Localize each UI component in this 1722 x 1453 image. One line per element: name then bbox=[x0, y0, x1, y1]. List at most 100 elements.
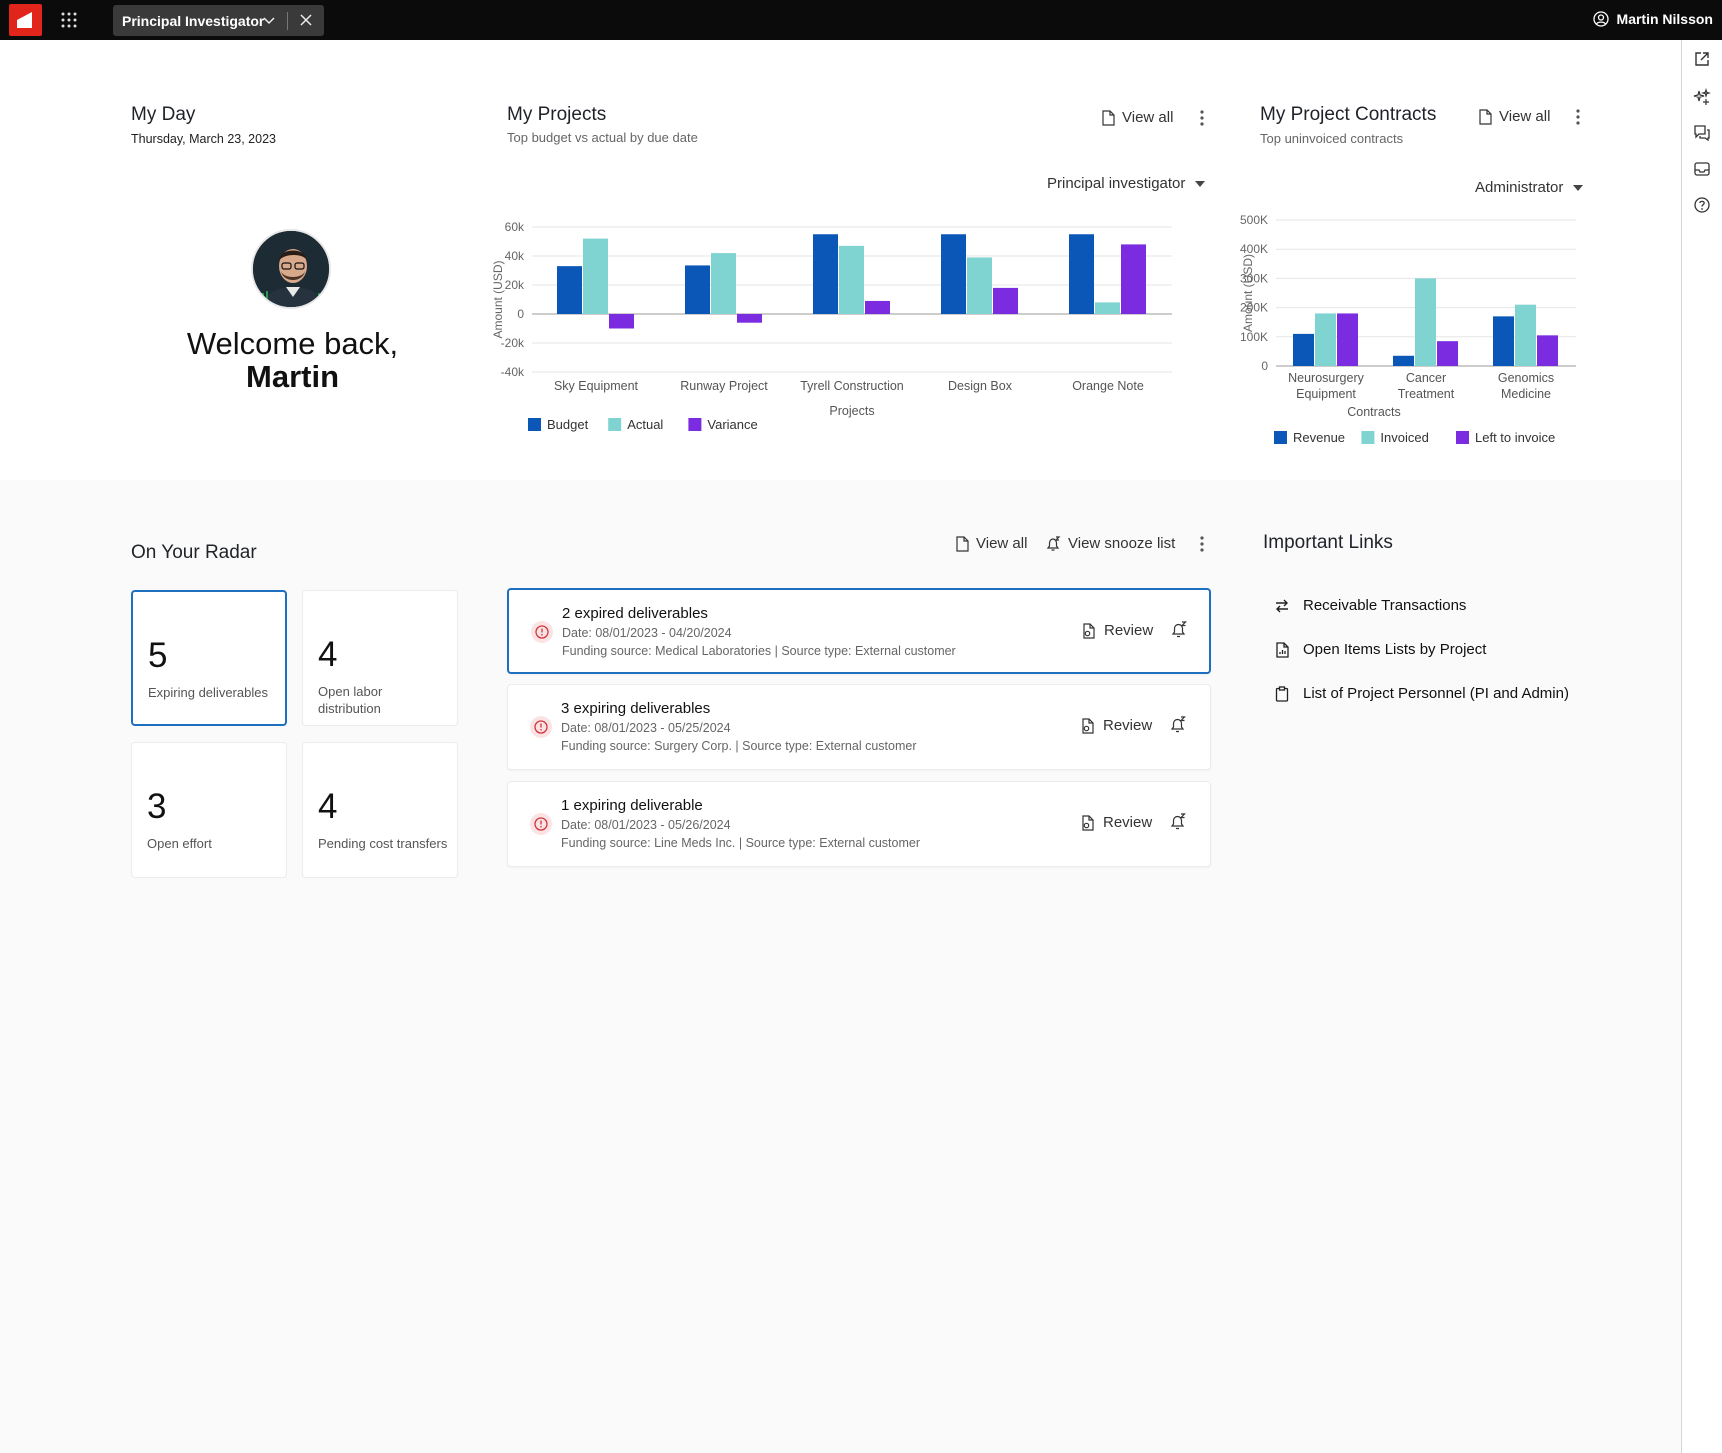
user-menu[interactable]: Martin Nilsson bbox=[1592, 11, 1713, 27]
x-tick-label: Tyrell Construction bbox=[800, 379, 904, 393]
close-icon[interactable] bbox=[299, 13, 313, 27]
document-icon bbox=[1102, 109, 1115, 126]
card-date: Date: 08/01/2023 - 05/26/2024 bbox=[561, 818, 731, 832]
help-icon[interactable] bbox=[1693, 196, 1711, 214]
x-axis-label: Projects bbox=[829, 404, 874, 418]
view-snooze-list-button[interactable]: View snooze list bbox=[1045, 535, 1175, 552]
bar bbox=[1393, 355, 1414, 366]
tile-expiring-deliverables[interactable]: 5 Expiring deliverables bbox=[131, 590, 287, 726]
review-button[interactable]: Review bbox=[1080, 814, 1152, 831]
deliverable-card[interactable]: 3 expiring deliverables Date: 08/01/2023… bbox=[507, 684, 1211, 770]
projects-role-dropdown[interactable]: Principal investigator bbox=[1047, 175, 1206, 192]
card-title: 3 expiring deliverables bbox=[561, 700, 711, 717]
legend-swatch bbox=[1361, 431, 1375, 444]
alert-icon bbox=[531, 621, 553, 643]
projects-more-icon[interactable] bbox=[1199, 109, 1205, 127]
bar bbox=[967, 257, 992, 314]
legend-swatch bbox=[608, 418, 622, 431]
legend-label: Revenue bbox=[1293, 430, 1345, 445]
inbox-icon[interactable] bbox=[1693, 160, 1711, 178]
review-button[interactable]: Review bbox=[1081, 622, 1153, 639]
tile-pending-cost-transfers[interactable]: 4 Pending cost transfers bbox=[302, 742, 458, 878]
x-axis-label: Contracts bbox=[1347, 405, 1401, 419]
chat-icon[interactable] bbox=[1693, 124, 1711, 142]
projects-role-value: Principal investigator bbox=[1047, 175, 1186, 192]
tile-count: 5 bbox=[148, 636, 168, 675]
snooze-bell-icon bbox=[1046, 535, 1061, 551]
link-project-personnel[interactable]: List of Project Personnel (PI and Admin) bbox=[1275, 685, 1569, 702]
right-rail bbox=[1681, 40, 1722, 1453]
deliverable-card[interactable]: 1 expiring deliverable Date: 08/01/2023 … bbox=[507, 781, 1211, 867]
x-tick-label: Design Box bbox=[948, 379, 1013, 393]
clipboard-icon bbox=[1275, 685, 1289, 702]
card-funding: Funding source: Surgery Corp. | Source t… bbox=[561, 739, 917, 753]
bar bbox=[865, 300, 890, 314]
x-tick-label: Runway Project bbox=[680, 379, 768, 393]
link-receivable-transactions[interactable]: Receivable Transactions bbox=[1275, 597, 1466, 614]
review-document-icon bbox=[1083, 622, 1095, 639]
snooze-icon[interactable] bbox=[1170, 621, 1188, 639]
y-tick-label: 300K bbox=[1240, 271, 1268, 285]
y-axis-label: Amount (USD) bbox=[1241, 254, 1255, 332]
bar bbox=[1337, 313, 1358, 366]
contracts-more-icon[interactable] bbox=[1575, 108, 1581, 126]
caret-down-icon bbox=[1573, 184, 1584, 191]
alert-icon bbox=[530, 813, 552, 835]
y-tick-label: 100K bbox=[1240, 330, 1268, 344]
snooze-icon[interactable] bbox=[1169, 716, 1187, 734]
radar-more-icon[interactable] bbox=[1199, 535, 1205, 553]
tab-separator bbox=[287, 12, 288, 30]
legend-label: Left to invoice bbox=[1475, 430, 1555, 445]
x-tick-label: Equipment bbox=[1296, 387, 1356, 401]
important-links-title: Important Links bbox=[1263, 532, 1393, 553]
snooze-icon[interactable] bbox=[1169, 813, 1187, 831]
tile-open-labor-distribution[interactable]: 4 Open labor distribution bbox=[302, 590, 458, 726]
user-name: Martin Nilsson bbox=[1616, 11, 1713, 27]
chevron-down-icon[interactable] bbox=[262, 13, 276, 27]
bar bbox=[1315, 313, 1336, 366]
bar bbox=[1095, 302, 1120, 314]
legend-swatch bbox=[688, 418, 702, 431]
tile-open-effort[interactable]: 3 Open effort bbox=[131, 742, 287, 878]
y-tick-label: 0 bbox=[517, 307, 524, 321]
review-label: Review bbox=[1103, 717, 1153, 734]
projects-chart: 60k 40k 20k 0 -20k -40k Amount (USD) Sky Equipm… bbox=[491, 220, 1172, 432]
review-label: Review bbox=[1103, 814, 1153, 831]
review-document-icon bbox=[1082, 814, 1094, 831]
tile-count: 3 bbox=[147, 787, 167, 826]
sparkle-icon[interactable] bbox=[1693, 88, 1711, 106]
x-tick-label: Treatment bbox=[1398, 387, 1455, 401]
legend-label: Actual bbox=[627, 417, 663, 432]
link-open-items-lists[interactable]: Open Items Lists by Project bbox=[1275, 641, 1486, 658]
caret-down-icon bbox=[1195, 180, 1206, 187]
projects-subtitle: Top budget vs actual by due date bbox=[507, 130, 698, 145]
open-external-icon[interactable] bbox=[1693, 50, 1711, 68]
card-funding: Funding source: Medical Laboratories | S… bbox=[562, 644, 956, 658]
bar bbox=[813, 234, 838, 314]
app-launcher-icon[interactable] bbox=[60, 11, 78, 29]
bar bbox=[1537, 335, 1558, 366]
tile-count: 4 bbox=[318, 635, 338, 674]
avatar bbox=[251, 229, 331, 309]
transfer-icon bbox=[1276, 599, 1288, 612]
user-icon bbox=[1592, 11, 1609, 27]
x-tick-label: Genomics bbox=[1498, 371, 1554, 385]
x-tick-label: Medicine bbox=[1501, 387, 1551, 401]
bar bbox=[1437, 341, 1458, 366]
contracts-role-dropdown[interactable]: Administrator bbox=[1475, 179, 1584, 196]
radar-view-all-button[interactable]: View all bbox=[956, 535, 1027, 552]
bar bbox=[1415, 278, 1436, 366]
app-logo[interactable] bbox=[9, 4, 42, 36]
review-label: Review bbox=[1104, 622, 1154, 639]
projects-view-all-button[interactable]: View all bbox=[1102, 109, 1173, 126]
deliverable-card[interactable]: 2 expired deliverables Date: 08/01/2023 … bbox=[507, 588, 1211, 674]
document-icon bbox=[1479, 108, 1492, 125]
card-title: 2 expired deliverables bbox=[562, 605, 708, 622]
bar bbox=[583, 238, 608, 314]
contracts-view-all-button[interactable]: View all bbox=[1479, 108, 1550, 125]
legend-swatch bbox=[1456, 431, 1469, 444]
review-button[interactable]: Review bbox=[1080, 717, 1152, 734]
role-tab[interactable]: Principal Investigator bbox=[113, 5, 324, 36]
y-tick-label: 400K bbox=[1240, 242, 1268, 256]
bar bbox=[941, 234, 966, 314]
